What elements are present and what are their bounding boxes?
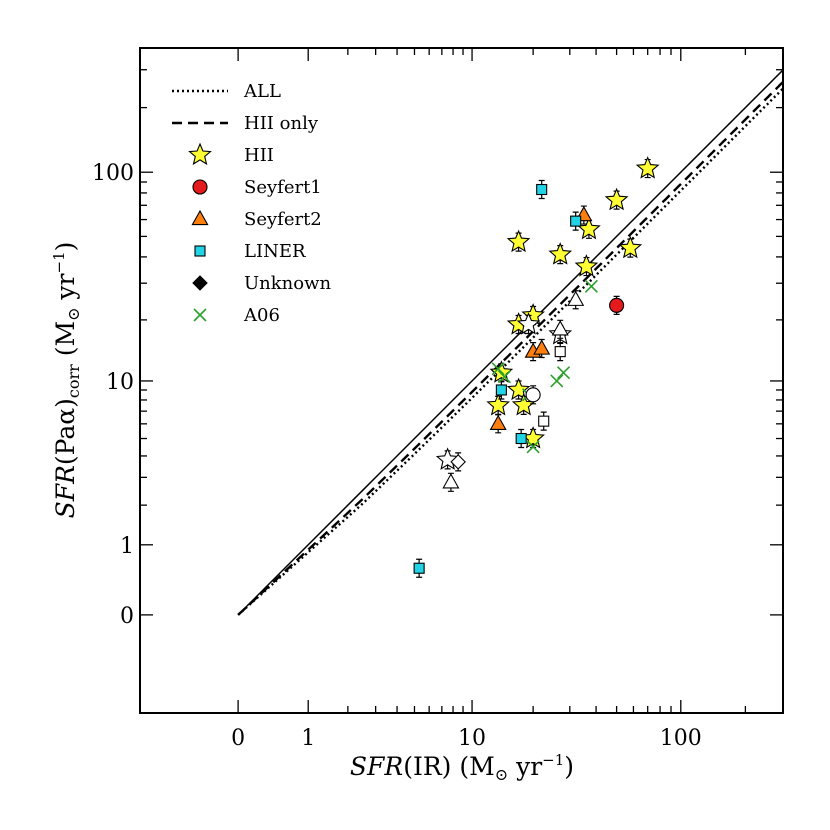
data-point xyxy=(551,320,569,336)
legend-label: Seyfert1 xyxy=(244,177,322,198)
plot-area xyxy=(139,47,784,714)
x-tick-label: 0 xyxy=(231,726,245,751)
legend-marker-circle xyxy=(192,179,208,195)
data-point xyxy=(506,229,531,253)
legend-marker-triangle xyxy=(191,209,209,226)
data-point xyxy=(491,362,505,376)
data-point xyxy=(550,374,564,388)
series-liner xyxy=(413,179,582,578)
y-tick-label: 0 xyxy=(120,604,134,629)
line-one-to-one xyxy=(237,69,783,616)
legend-marker-star xyxy=(188,142,212,166)
legend-marker-square xyxy=(194,245,206,257)
data-point xyxy=(515,432,527,445)
data-point xyxy=(618,235,643,259)
y-tick-label: 1 xyxy=(120,534,134,559)
data-point xyxy=(495,384,507,396)
data-point xyxy=(570,215,582,227)
data-point xyxy=(516,312,541,335)
data-point xyxy=(584,279,598,293)
line-hii-only xyxy=(237,80,783,616)
x-tick-label: 100 xyxy=(660,726,702,751)
series-open-diamond xyxy=(450,452,466,472)
series-a06 xyxy=(491,279,598,454)
series-seyfert2 xyxy=(489,205,593,434)
data-point xyxy=(489,414,507,430)
x-axis-title: SFR(IR) (M⊙ yr−1) xyxy=(350,751,574,784)
fit-lines xyxy=(237,69,783,616)
series-open-triangle xyxy=(442,290,585,492)
legend-entry: HII only xyxy=(172,113,319,134)
series-open-circle xyxy=(525,385,541,405)
data-point xyxy=(556,366,571,380)
y-tick-label: 100 xyxy=(92,161,134,186)
data-point xyxy=(526,440,540,454)
data-point xyxy=(533,339,551,355)
axis-ticks xyxy=(140,48,784,713)
legend-label: HII only xyxy=(244,113,319,134)
data-markers xyxy=(413,156,660,578)
legend-marker-diamond xyxy=(192,275,208,291)
legend: ALL HII only HII Seyfert1 Seyfert2 LINER Unkno… xyxy=(172,81,332,326)
legend-entry: A06 xyxy=(193,305,280,326)
x-tick-label: 10 xyxy=(458,726,486,751)
legend-label: LINER xyxy=(244,241,306,262)
legend-entry: HII xyxy=(188,142,274,166)
legend-entry: Unknown xyxy=(192,273,332,294)
legend-entry: Seyfert2 xyxy=(191,209,322,230)
x-tick-label: 1 xyxy=(301,726,315,751)
data-point xyxy=(548,242,573,265)
data-point xyxy=(413,562,425,574)
legend-label: ALL xyxy=(243,81,281,102)
y-axis-title: SFR(Paα)corr (M⊙ yr−1) xyxy=(50,242,83,519)
data-point xyxy=(450,454,466,470)
plot-frame xyxy=(139,47,784,714)
data-point xyxy=(435,447,460,470)
legend-entry: Seyfert1 xyxy=(192,177,322,198)
data-point xyxy=(609,297,625,313)
legend-label: A06 xyxy=(243,305,280,326)
legend-label: HII xyxy=(244,145,274,166)
data-point xyxy=(567,290,585,306)
legend-label: Seyfert2 xyxy=(244,209,322,230)
data-point xyxy=(536,183,548,196)
legend-entry: LINER xyxy=(194,241,306,262)
legend-label: Unknown xyxy=(244,273,332,294)
series-seyfert1 xyxy=(609,295,625,315)
tick-labels: 0 1 10 100 0 1 10 100 xyxy=(92,161,702,751)
data-point xyxy=(497,370,512,384)
data-point xyxy=(525,387,541,403)
series-open-square xyxy=(538,342,566,431)
data-point xyxy=(604,187,629,211)
data-point xyxy=(538,415,550,427)
line-all xyxy=(237,87,783,616)
data-point xyxy=(486,392,510,416)
data-point xyxy=(442,473,460,489)
legend-entry: ALL xyxy=(172,81,281,102)
data-point xyxy=(574,254,599,277)
data-point xyxy=(635,156,660,179)
data-point xyxy=(554,346,566,358)
legend-marker-x xyxy=(193,308,207,322)
y-tick-label: 10 xyxy=(106,370,134,395)
